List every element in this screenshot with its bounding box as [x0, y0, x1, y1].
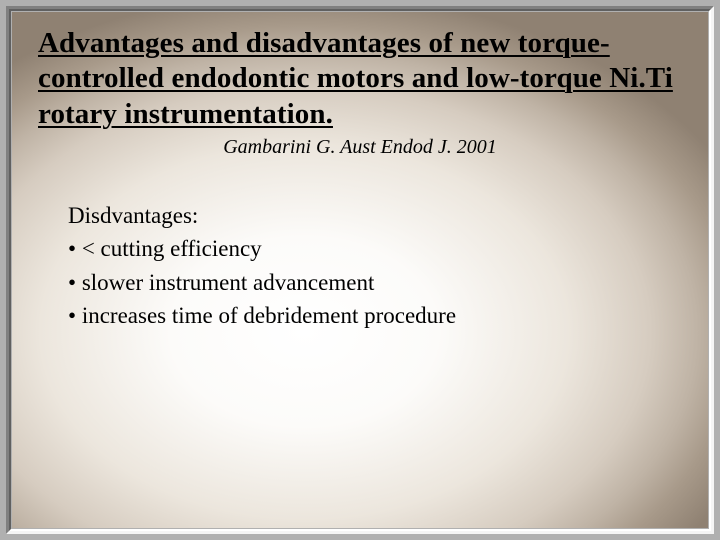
citation: Gambarini G. Aust Endod J. 2001 [34, 136, 686, 159]
slide-title: Advantages and disadvantages of new torq… [38, 26, 682, 132]
slide-frame: Advantages and disadvantages of new torq… [0, 0, 720, 540]
list-item: increases time of debridement procedure [68, 299, 686, 332]
slide-surface: Advantages and disadvantages of new torq… [12, 12, 708, 528]
list-item: < cutting efficiency [68, 232, 686, 265]
section-label: Disdvantages: [68, 199, 686, 232]
list-item: slower instrument advancement [68, 266, 686, 299]
body-block: Disdvantages: < cutting efficiency slowe… [68, 199, 686, 332]
bullet-list: < cutting efficiency slower instrument a… [68, 232, 686, 332]
